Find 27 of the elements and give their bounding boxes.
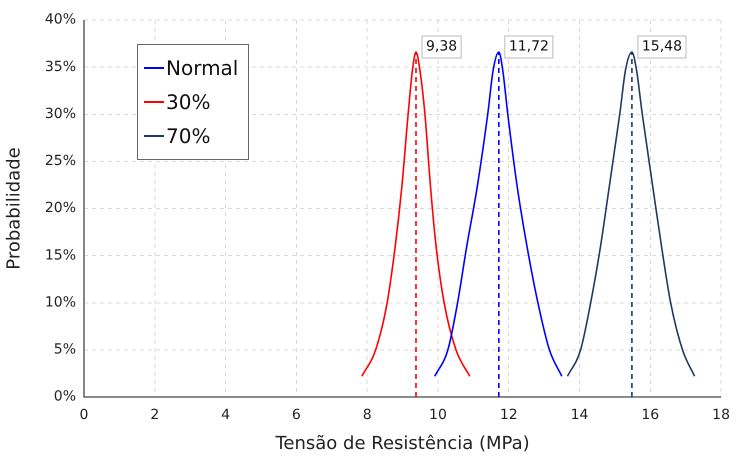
x-tick-label: 12	[500, 407, 518, 424]
y-axis-title: Probabilidade	[3, 147, 24, 270]
y-tick-label: 20%	[44, 200, 76, 216]
y-tick-label: 40%	[44, 12, 76, 28]
x-axis-title: Tensão de Resistência (MPa)	[274, 432, 530, 454]
y-tick-label: 35%	[44, 58, 76, 75]
x-tick-label: 4	[221, 407, 230, 424]
x-tick-label: 14	[570, 407, 589, 424]
x-tick-label: 16	[641, 407, 660, 424]
x-tick-label: 2	[150, 407, 160, 424]
x-tick-label: 0	[80, 407, 88, 424]
y-tick-label: 0%	[54, 388, 76, 405]
legend-label: Normal	[166, 56, 238, 80]
legend-label: 70%	[166, 124, 210, 148]
x-tick-label: 18	[712, 407, 730, 424]
y-tick-label: 10%	[44, 294, 76, 310]
ref-line-label: 11,72	[508, 38, 549, 55]
y-tick-label: 5%	[54, 342, 76, 358]
y-tick-label: 15%	[44, 247, 76, 264]
x-tick-label: 6	[292, 407, 301, 424]
ref-line-label: 9,38	[426, 38, 458, 55]
x-tick-label: 10	[429, 407, 447, 424]
x-tick-label: 8	[362, 407, 372, 424]
y-tick-label: 30%	[44, 106, 76, 122]
ref-line-label: 15,48	[642, 38, 682, 55]
legend-label: 30%	[166, 90, 210, 114]
y-tick-label: 25%	[44, 153, 76, 170]
